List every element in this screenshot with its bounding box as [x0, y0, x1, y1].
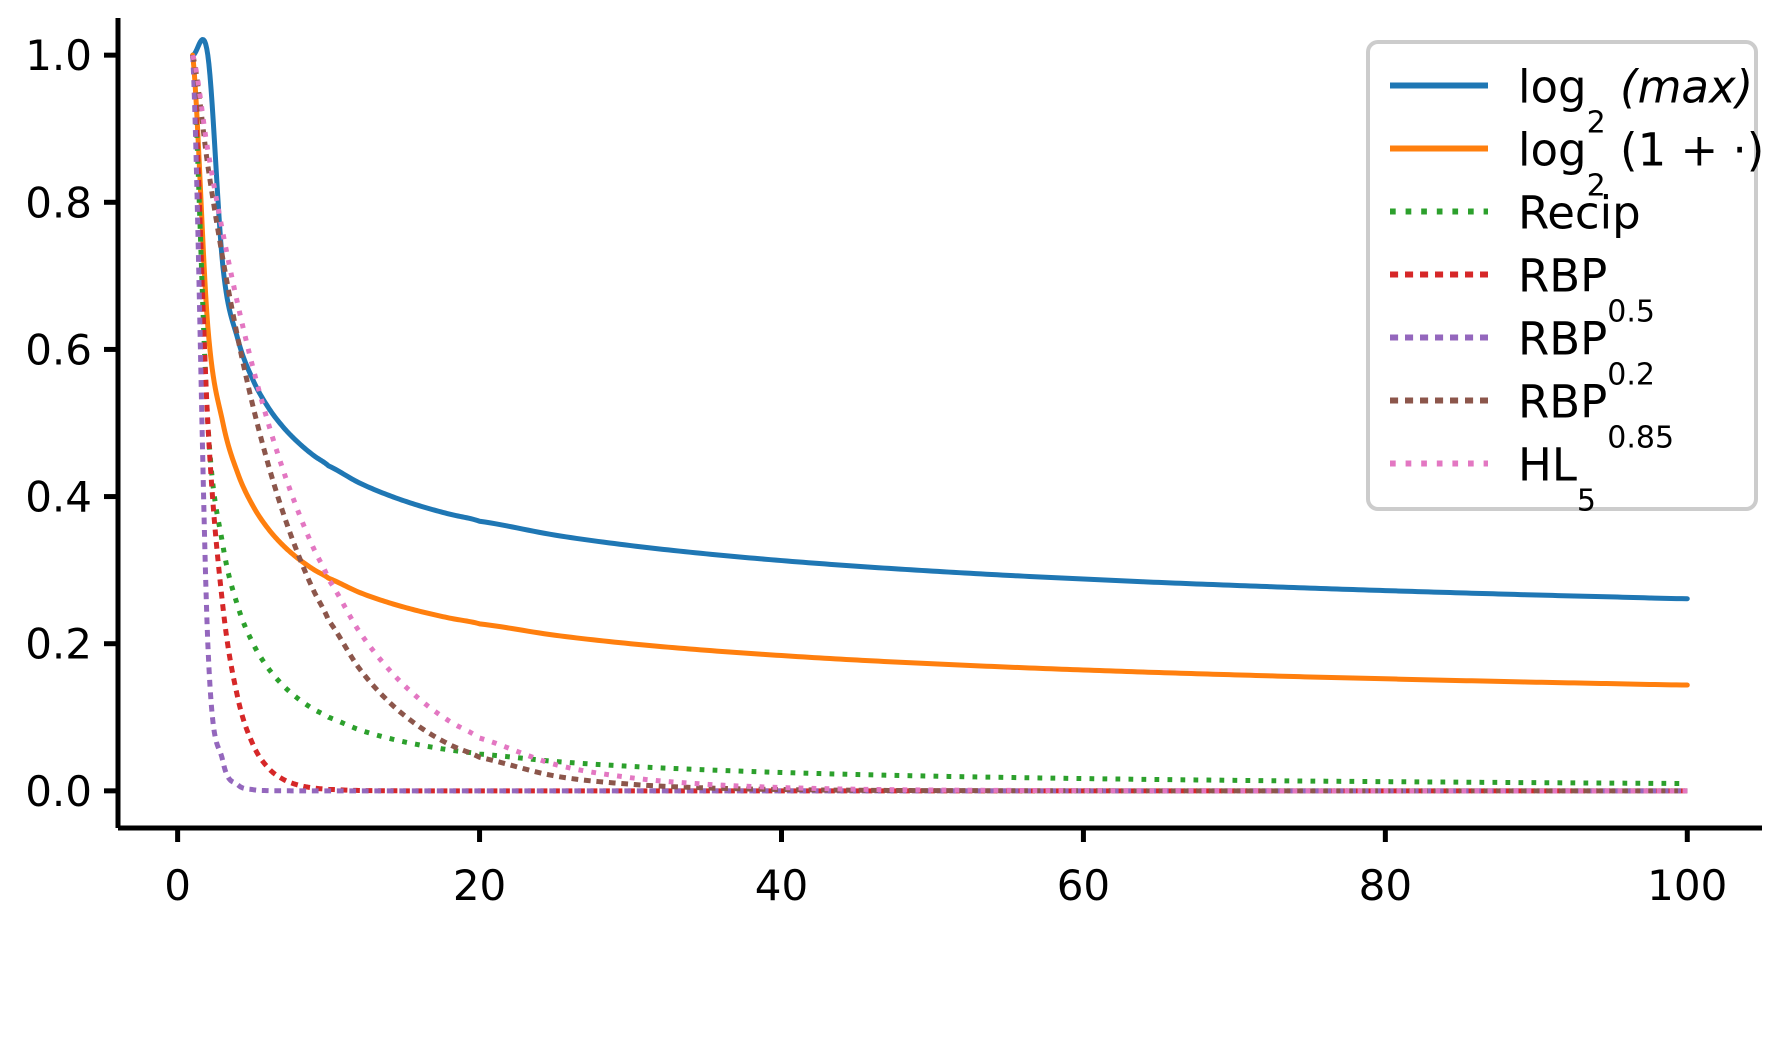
series-line-7 [190, 54, 1688, 794]
x-axis-tick-label: 20 [453, 861, 506, 910]
y-axis-tick-label: 0.0 [25, 767, 92, 816]
x-axis-tick-label: 100 [1647, 861, 1727, 910]
y-axis-tick-label: 0.8 [25, 178, 92, 227]
legend-label-6: RBP0.85 [1518, 376, 1674, 456]
y-axis-tick-label: 0.6 [25, 325, 92, 374]
legend-label-2: log2 (1 + ·) [1518, 124, 1764, 204]
legend-label-3: Recip [1518, 187, 1641, 240]
y-axis-tick-label: 0.4 [25, 473, 92, 522]
x-axis-tick-label: 60 [1057, 861, 1110, 910]
series-line-2 [190, 52, 1690, 688]
legend-label-1: log2 (max) [1518, 61, 1753, 141]
x-axis-tick-label: 40 [755, 861, 808, 910]
legend-label-4: RBP0.5 [1518, 250, 1655, 330]
x-axis-tick-label: 0 [164, 861, 191, 910]
y-axis-tick-label: 0.2 [25, 620, 92, 669]
series-group [190, 37, 1690, 794]
x-axis-tick-label: 80 [1359, 861, 1412, 910]
series-line-5 [190, 55, 1688, 794]
legend-label-5: RBP0.2 [1518, 313, 1655, 393]
y-axis-tick-label: 1.0 [25, 31, 92, 80]
legend-box [1366, 40, 1758, 511]
legend-label-7: HL5 [1518, 439, 1596, 519]
series-line-1 [190, 37, 1690, 602]
